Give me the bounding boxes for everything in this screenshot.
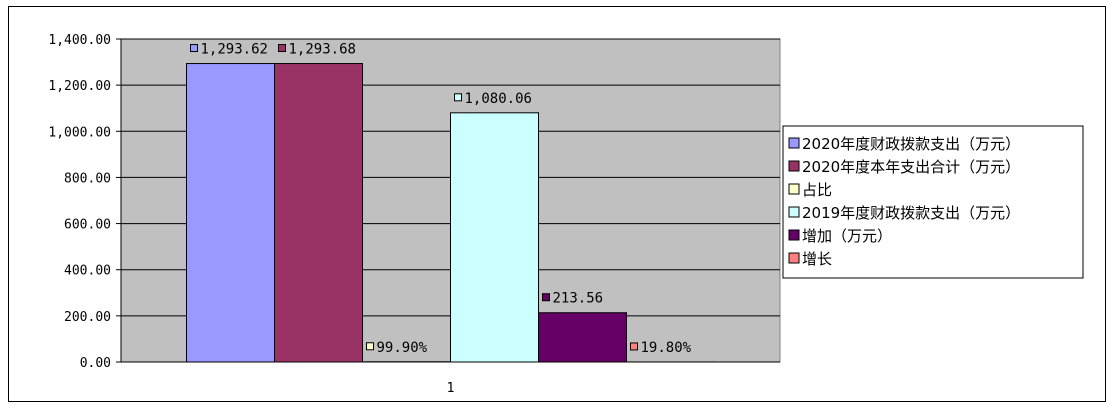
chart-frame: 0.00 200.00 400.00 600.00 800.00 1,000.00 1,20… [8,6,1106,402]
bar-chart: 0.00 200.00 400.00 600.00 800.00 1,000.00 1,20… [48,33,1084,396]
legend [782,125,1084,279]
legend-label: 增长 [802,250,832,268]
legend-swatch [788,206,800,218]
data-label-marker [190,44,198,53]
bar [274,63,363,363]
data-label: 1,293.68 [289,42,356,58]
legend-label: 2020年度本年支出合计（万元） [802,158,1020,176]
y-tick-label: 0.00 [80,356,111,371]
legend-label: 2020年度财政拨款支出（万元） [802,135,1020,153]
legend-swatch [788,137,800,149]
legend-label: 占比 [802,181,832,199]
y-tick-label: 1,400.00 [48,33,111,48]
legend-label: 2019年度财政拨款支出（万元） [802,204,1020,222]
legend-swatch [788,183,800,195]
data-label: 1,293.62 [201,42,268,58]
data-label-marker [366,342,374,351]
legend-label: 增加（万元） [802,227,892,245]
y-tick-label: 1,200.00 [48,79,111,94]
bar [450,112,539,363]
data-label-marker [454,93,462,102]
data-label: 213.56 [553,291,604,307]
y-tick-label: 200.00 [64,310,111,325]
bar [538,312,627,363]
data-label-marker [630,342,638,351]
y-tick-label: 400.00 [64,264,111,279]
y-tick-label: 600.00 [64,218,111,233]
legend-swatch [788,252,800,264]
data-label: 1,080.06 [465,91,532,107]
legend-swatch [788,160,800,172]
y-tick-label: 1,000.00 [48,125,111,140]
data-label: 19.80% [641,340,692,356]
data-label-marker [542,293,550,302]
data-label-marker [278,44,286,53]
y-tick-label: 800.00 [64,171,111,186]
x-tick-label: 1 [447,381,455,396]
bar [186,63,275,363]
legend-swatch [788,229,800,241]
data-label: 99.90% [377,340,428,356]
